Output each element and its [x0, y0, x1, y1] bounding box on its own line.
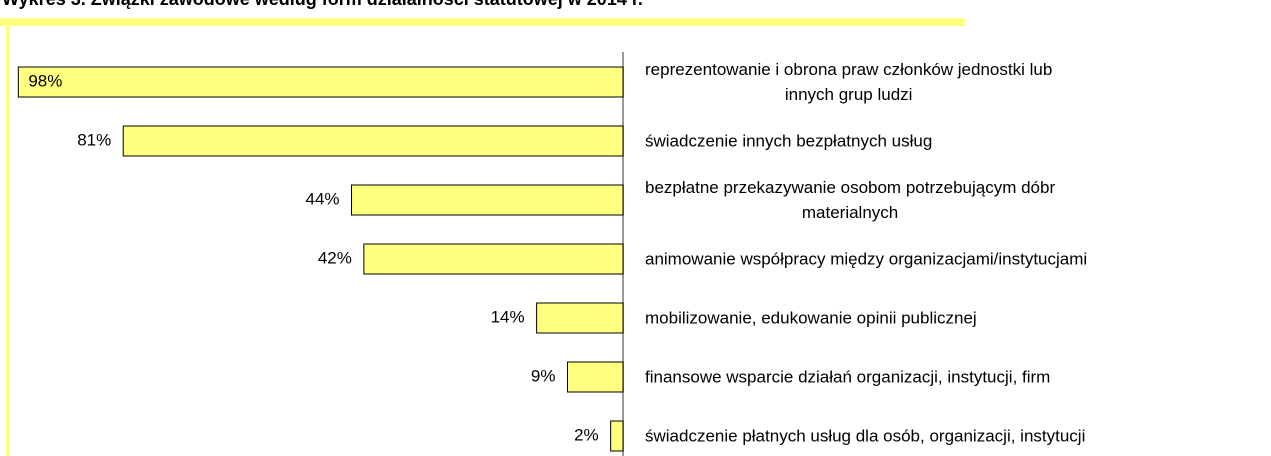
value-label: 44% [305, 189, 339, 208]
bar [566, 361, 624, 393]
value-label: 42% [318, 248, 352, 267]
frame-top [0, 18, 965, 26]
value-label: 98% [28, 71, 62, 90]
value-label: 9% [531, 366, 556, 385]
category-label: bezpłatne przekazywanie osobom potrzebuj… [645, 178, 1056, 222]
category-label: animowanie współpracy między organizacja… [645, 249, 1088, 269]
category-label: reprezentowanie i obrona praw członków j… [645, 60, 1053, 104]
category-label: świadczenie innych bezpłatnych usług [645, 131, 933, 151]
category-label: finansowe wsparcie działań organizacji, … [645, 367, 1051, 387]
value-label: 2% [574, 425, 599, 444]
bar [122, 125, 624, 157]
bar [610, 420, 624, 452]
bar [536, 302, 624, 334]
frame-left [6, 18, 10, 456]
value-label: 81% [77, 130, 111, 149]
value-label: 14% [491, 307, 525, 326]
chart-title: Wykres 3. Związki zawodowe według form d… [2, 0, 643, 10]
category-label: świadczenie płatnych usług dla osób, org… [645, 426, 1086, 446]
bar [363, 243, 624, 275]
bar [17, 66, 624, 98]
category-label: mobilizowanie, edukowanie opinii publicz… [645, 308, 977, 328]
bar [351, 184, 624, 216]
